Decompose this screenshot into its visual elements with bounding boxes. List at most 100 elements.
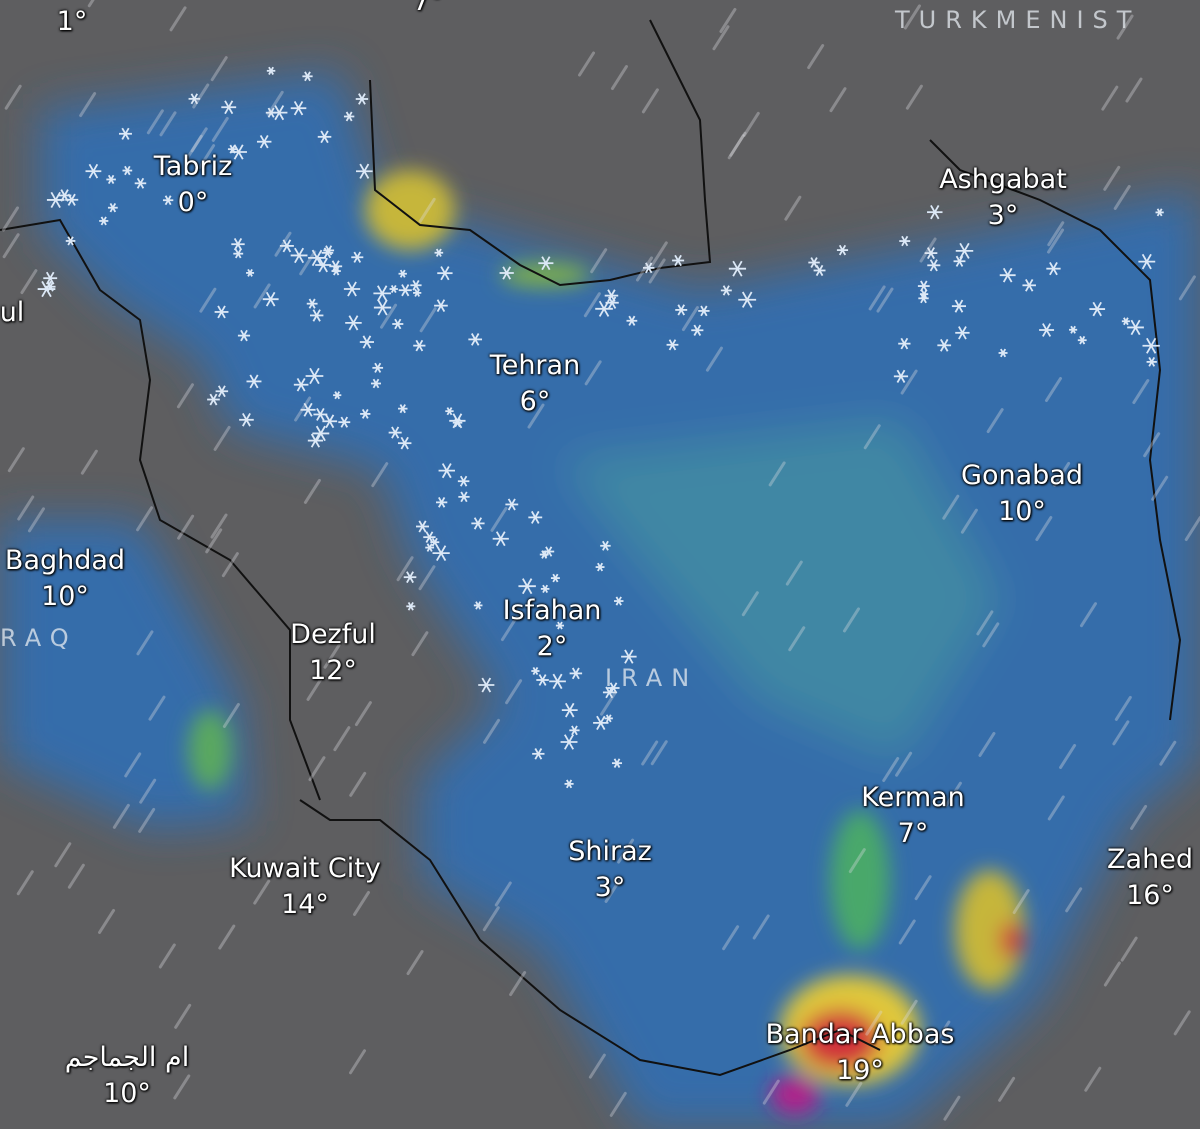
wind-streak xyxy=(1044,377,1062,403)
snowflake-icon xyxy=(927,205,943,220)
wind-streak xyxy=(138,807,156,833)
wind-streak xyxy=(199,287,217,313)
wind-streak xyxy=(705,346,723,372)
wind-streak xyxy=(218,924,236,950)
snowflake-icon xyxy=(355,93,369,105)
snowflake-icon xyxy=(329,260,343,273)
snowflake-icon xyxy=(951,299,966,313)
city-name: ul xyxy=(0,297,25,328)
city-label[interactable]: Ashgabat 3° xyxy=(939,162,1067,234)
city-label[interactable]: Isfahan 2° xyxy=(503,593,602,665)
snowflake-icon xyxy=(403,571,417,584)
snowflake-icon xyxy=(434,248,444,257)
wind-streak xyxy=(1084,1066,1102,1092)
snowflake-icon xyxy=(560,734,578,750)
wind-streak xyxy=(505,679,523,705)
city-label[interactable]: Zahed 16° xyxy=(1107,842,1193,914)
city-label[interactable]: Bandar Abbas 19° xyxy=(766,1017,955,1089)
wind-streak xyxy=(112,803,130,829)
city-label[interactable]: 7° xyxy=(413,0,444,20)
snowflake-icon xyxy=(106,174,116,185)
snowflake-icon xyxy=(691,324,704,336)
wind-streak xyxy=(169,6,187,32)
wind-streak xyxy=(719,7,737,33)
snowflake-icon xyxy=(492,531,509,547)
snowflake-icon xyxy=(246,268,255,277)
snowflake-icon xyxy=(738,291,757,308)
coastlines xyxy=(0,19,1182,1077)
snowflake-icon xyxy=(471,517,485,530)
wind-streak xyxy=(1130,804,1148,830)
wind-streak xyxy=(1012,889,1030,915)
city-temperature: 2° xyxy=(536,631,568,662)
wind-streak xyxy=(98,908,116,934)
city-temperature: 7° xyxy=(897,818,929,849)
wind-streak xyxy=(976,610,994,636)
wind-streak xyxy=(583,292,601,318)
wind-streak xyxy=(210,56,228,82)
city-temperature: 3° xyxy=(987,200,1019,231)
snowflake-icon xyxy=(410,279,422,291)
snowflake-icon xyxy=(666,339,679,351)
city-temperature: 12° xyxy=(309,655,357,686)
snowflake-icon xyxy=(398,269,407,278)
wind-streak xyxy=(905,84,923,110)
city-label[interactable]: Dezful 12° xyxy=(290,617,376,689)
wind-streak xyxy=(500,616,518,642)
snowflake-icon xyxy=(1155,208,1164,217)
city-label[interactable]: Gonabad 10° xyxy=(961,458,1083,530)
city-label[interactable]: Shiraz 3° xyxy=(568,834,652,906)
snowflake-icon xyxy=(279,239,294,253)
snowflake-icon xyxy=(392,318,404,330)
city-label[interactable]: ul xyxy=(0,295,24,331)
wind-streak xyxy=(895,751,913,777)
snowflake-icon xyxy=(452,418,463,428)
snowflake-icon xyxy=(134,177,147,189)
snowflake-icon xyxy=(612,758,623,768)
heavy-rain-area xyxy=(188,170,1025,1115)
wind-streak xyxy=(1065,887,1083,913)
wind-streak xyxy=(729,131,747,157)
snowflake-icon xyxy=(893,369,909,383)
wind-streak xyxy=(27,507,45,533)
city-label[interactable]: Baghdad 10° xyxy=(5,543,125,615)
snowflake-icon xyxy=(499,266,514,280)
wind-streak xyxy=(1047,228,1065,254)
wind-streak xyxy=(768,461,786,487)
city-label[interactable]: Kerman 7° xyxy=(861,780,965,852)
city-label[interactable]: Tabriz 0° xyxy=(154,149,232,221)
city-temperature: 1° xyxy=(56,6,88,37)
snowflake-icon xyxy=(416,520,429,533)
wind-streak xyxy=(7,447,25,473)
city-label[interactable]: ام الجماجم 10° xyxy=(65,1040,189,1112)
snowflake-icon xyxy=(605,296,619,309)
snowflake-icon xyxy=(351,251,364,263)
city-label[interactable]: Kuwait City 14° xyxy=(229,851,381,923)
snowflake-icon xyxy=(290,247,308,264)
snowflake-icon xyxy=(231,237,245,251)
snowflake-icon xyxy=(370,378,381,389)
snowflake-icon xyxy=(265,107,277,118)
snowflake-icon xyxy=(221,100,237,115)
snowflake-icon xyxy=(122,165,133,176)
wind-streak xyxy=(863,424,881,450)
snowflake-icon xyxy=(595,562,605,572)
wind-streak xyxy=(1059,743,1077,769)
wind-streak xyxy=(174,1003,192,1029)
wind-streak xyxy=(784,195,802,221)
wind-streak xyxy=(4,84,22,110)
city-temperature: 7° xyxy=(412,0,444,17)
city-name: Baghdad xyxy=(4,545,126,576)
snowflake-icon xyxy=(468,333,483,346)
snowflake-icon xyxy=(473,601,483,610)
snowflake-icon xyxy=(397,436,412,450)
wind-streak xyxy=(176,383,194,409)
wind-streak xyxy=(352,890,370,916)
snowflake-icon xyxy=(331,266,341,276)
city-label[interactable]: 1° xyxy=(57,4,88,40)
snowflake-icon xyxy=(604,714,613,723)
snowflake-icon xyxy=(593,715,609,730)
snowflake-icon xyxy=(246,374,262,389)
city-label[interactable]: Tehran 6° xyxy=(490,348,580,420)
